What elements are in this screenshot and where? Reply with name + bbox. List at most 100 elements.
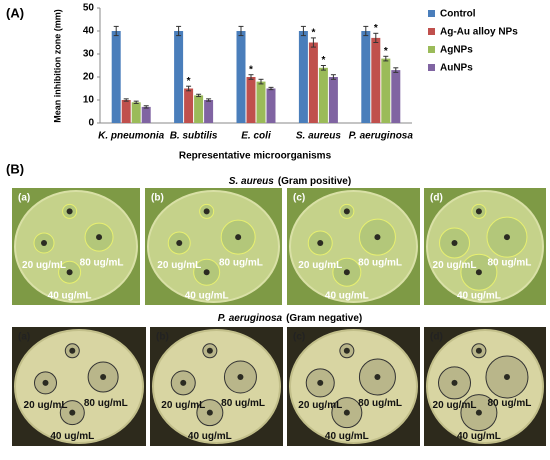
error-bar (113, 25, 119, 37)
significance-mark: * (187, 76, 191, 87)
concentration-label: 80 ug/mL (80, 258, 124, 269)
plate-label: (d) (430, 193, 443, 204)
error-bar (176, 25, 182, 37)
plate-label: (d) (430, 332, 443, 343)
concentration-label: 80 ug/mL (487, 258, 531, 269)
row-title: S. aureus (Gram positive) (229, 176, 351, 187)
bar (121, 100, 131, 123)
dish (14, 190, 138, 303)
well (41, 239, 47, 246)
well (343, 347, 350, 354)
organism: S. aureus (229, 176, 274, 187)
error-bar (123, 98, 129, 102)
concentration-label: 80 ug/mL (84, 398, 128, 409)
well (206, 409, 213, 416)
well (374, 234, 381, 241)
x-axis-label: Representative microorganisms (179, 151, 332, 162)
bar (131, 102, 141, 123)
concentration-label: 20 ug/mL (433, 260, 477, 271)
concentration-label: 40 ug/mL (50, 431, 94, 442)
plate-photo (287, 188, 420, 305)
y-tick-label: 30 (83, 49, 95, 60)
concentration-label: 80 ug/mL (358, 258, 402, 269)
well (180, 379, 187, 386)
error-bar (268, 86, 274, 91)
y-axis-label: Mean inhibition zone (mm) (52, 9, 62, 123)
plate-photo (424, 188, 546, 305)
dish (289, 190, 418, 303)
gram-type: (Gram positive) (278, 176, 351, 187)
error-bar (300, 25, 306, 37)
well (503, 234, 510, 241)
y-tick-label: 20 (83, 72, 95, 83)
plate-label: (b) (151, 193, 164, 204)
significance-mark: * (374, 23, 378, 34)
well (69, 347, 76, 354)
well (42, 379, 49, 386)
concentration-label: 20 ug/mL (298, 260, 342, 271)
error-bar (196, 93, 202, 98)
concentration-label: 20 ug/mL (22, 260, 66, 271)
error-bar (310, 37, 316, 48)
bar (184, 88, 194, 123)
x-tick-label: P. aeruginosa (349, 131, 414, 142)
significance-mark: * (384, 46, 388, 57)
well (475, 409, 482, 416)
concentration-label: 80 ug/mL (219, 258, 263, 269)
bar (328, 77, 338, 123)
bar (371, 37, 381, 123)
legend-label: AgNPs (440, 45, 473, 56)
well (235, 234, 242, 241)
error-bar (373, 32, 379, 43)
well (176, 239, 183, 246)
well (66, 208, 73, 215)
bar (246, 77, 256, 123)
concentration-label: 20 ug/mL (161, 400, 205, 411)
well (100, 373, 107, 380)
y-tick-label: 0 (88, 118, 94, 129)
y-tick-label: 10 (83, 95, 95, 106)
well (374, 373, 381, 380)
x-tick-label: E. coli (241, 131, 271, 142)
bar (111, 31, 121, 123)
bar (361, 31, 371, 123)
plate-photo (150, 327, 283, 446)
well (451, 379, 458, 386)
concentration-label: 20 ug/mL (157, 260, 201, 271)
plate-label: (b) (156, 332, 169, 343)
plate-label: (a) (18, 193, 30, 204)
plate-label: (c) (293, 332, 305, 343)
dish (14, 329, 144, 444)
well (475, 269, 482, 276)
well (66, 269, 73, 276)
bar (391, 70, 401, 123)
well (343, 269, 350, 276)
plate-photo (287, 327, 420, 446)
dish (152, 329, 281, 444)
well (317, 239, 324, 246)
well (96, 234, 103, 241)
legend-label: Control (440, 9, 476, 20)
dish (147, 190, 280, 303)
well (69, 409, 76, 416)
error-bar (383, 55, 389, 62)
bar (318, 67, 328, 123)
panel-label: (A) (6, 5, 24, 20)
error-bar (320, 65, 326, 71)
bar (204, 100, 214, 123)
plate-photo (12, 188, 140, 305)
significance-mark: * (311, 28, 315, 39)
well (203, 269, 210, 276)
y-tick-label: 50 (83, 3, 95, 14)
dish (289, 329, 418, 444)
concentration-label: 20 ug/mL (24, 400, 68, 411)
concentration-label: 40 ug/mL (457, 290, 501, 301)
error-bar (393, 67, 399, 73)
x-tick-label: S. aureus (296, 131, 341, 142)
error-bar (133, 100, 139, 104)
plate-photo (12, 327, 146, 446)
legend-swatch (428, 64, 435, 71)
bar (298, 31, 308, 123)
concentration-label: 80 ug/mL (358, 398, 402, 409)
